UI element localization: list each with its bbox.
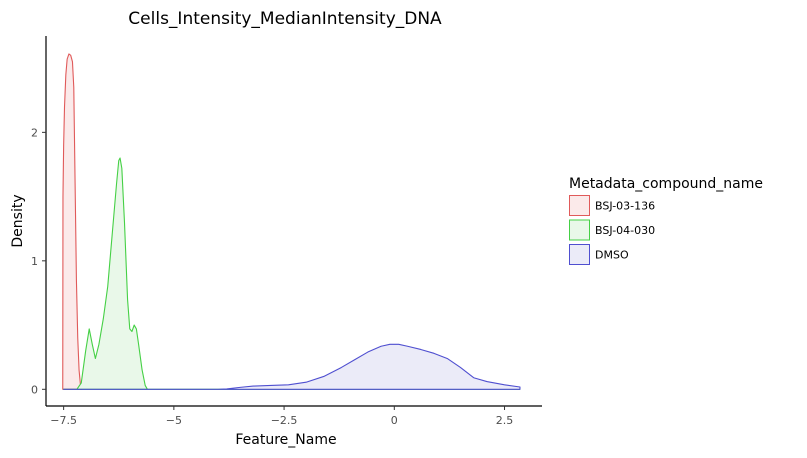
- x-tick-label: −2.5: [271, 414, 298, 427]
- chart-title: Cells_Intensity_MedianIntensity_DNA: [128, 9, 442, 29]
- y-tick-label: 1: [31, 255, 38, 268]
- legend-key: [569, 195, 590, 216]
- y-axis-ticks: 0 1 2: [31, 126, 46, 396]
- x-axis-label: Feature_Name: [235, 432, 336, 448]
- legend-label: DMSO: [595, 249, 629, 262]
- legend-items: BSJ-03-136 BSJ-04-030 DMSO: [569, 195, 655, 265]
- x-tick-label: 2.5: [496, 414, 514, 427]
- y-tick-label: 2: [31, 126, 38, 139]
- x-tick-label: 0: [391, 414, 398, 427]
- y-tick-label: 0: [31, 383, 38, 396]
- legend: Metadata_compound_name BSJ-03-136 BSJ-04-…: [569, 176, 763, 265]
- y-axis-label: Density: [10, 194, 26, 247]
- x-tick-label: −5: [166, 414, 182, 427]
- x-tick-label: −7.5: [50, 414, 77, 427]
- legend-key: [569, 244, 590, 265]
- legend-key: [569, 219, 590, 241]
- legend-title: Metadata_compound_name: [569, 176, 763, 192]
- legend-label: BSJ-03-136: [595, 200, 655, 213]
- density-area-bsj-03-136: [62, 53, 83, 390]
- plot-area: [62, 53, 521, 390]
- density-area-dmso: [63, 343, 521, 390]
- density-area-bsj-04-030: [63, 157, 521, 390]
- legend-label: BSJ-04-030: [595, 224, 655, 237]
- x-axis-ticks: −7.5 −5 −2.5 0 2.5: [50, 406, 513, 427]
